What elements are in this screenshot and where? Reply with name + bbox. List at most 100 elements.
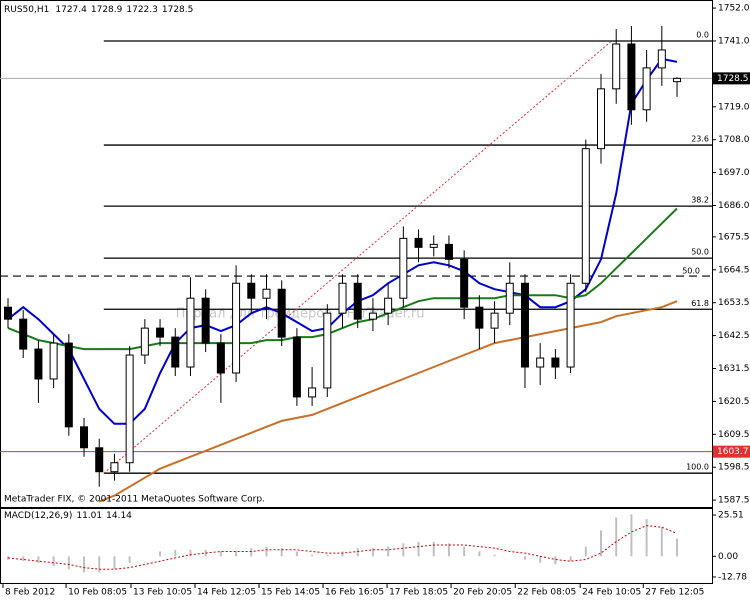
macd-bar: [235, 551, 238, 557]
chart-title: RUS50,H1: [4, 5, 49, 15]
candle-body: [95, 447, 104, 473]
chart-header: RUS50,H1 1727.4 1728.9 1722.3 1728.5: [4, 5, 193, 15]
low-value: 1722.3: [126, 5, 158, 15]
candle-body: [429, 243, 438, 248]
bid-label: 1728.5: [717, 74, 749, 84]
macd-bar: [311, 554, 314, 557]
candle-body: [490, 312, 499, 329]
candle-body: [216, 342, 225, 374]
candle-body: [64, 342, 73, 428]
candle-body: [536, 357, 545, 368]
y-tick-label: 1697.0: [718, 168, 750, 178]
macd-bar: [52, 556, 55, 567]
candle-body: [232, 282, 241, 374]
candle-body: [49, 342, 58, 380]
red-label: 1603.7: [717, 447, 749, 457]
candle-body: [125, 354, 134, 464]
macd-bar: [280, 548, 283, 557]
y-tick-label: 1631.5: [718, 364, 750, 374]
candle-body: [673, 77, 682, 83]
x-tick-label: 16 Feb 16:05: [325, 588, 384, 598]
candle-body: [80, 426, 89, 449]
x-tick-label: 24 Feb 10:05: [582, 588, 641, 598]
candle-body: [171, 336, 180, 368]
macd-bar: [219, 551, 222, 557]
candle-body: [612, 43, 621, 90]
candle-body: [581, 148, 590, 284]
candle-body: [642, 67, 651, 111]
macd-bar: [83, 556, 86, 573]
red-label-box: [713, 445, 750, 458]
x-tick-label: 22 Feb 08:05: [517, 588, 576, 598]
macd-bar: [523, 556, 526, 560]
y-tick-label: 1752.0: [718, 4, 750, 14]
candle-body: [657, 49, 666, 69]
y-tick-label: 1664.5: [718, 265, 750, 275]
y-tick-label: 1719.0: [718, 102, 750, 112]
macd-bar: [113, 556, 116, 570]
y-tick-label: 1741.0: [718, 36, 750, 46]
y-tick-label: 1598.5: [718, 463, 750, 473]
candle-body: [323, 312, 332, 389]
macd-bar: [6, 556, 9, 560]
candle-body: [19, 318, 28, 350]
high-value: 1728.9: [91, 5, 123, 15]
macd-title: MACD(12,26,9): [4, 511, 72, 521]
candle-body: [627, 43, 636, 111]
macd-bar: [676, 538, 679, 557]
macd-bar: [569, 556, 572, 562]
macd-bar: [615, 517, 618, 557]
candle-body: [292, 336, 301, 398]
y-tick-label: 25.51: [718, 511, 744, 521]
macd-bar: [463, 546, 466, 557]
macd-bar: [600, 530, 603, 557]
y-tick-label: 1587.5: [718, 496, 750, 506]
y-tick-label: 1609.5: [718, 430, 750, 440]
candle-body: [505, 282, 514, 314]
macd-bar: [265, 546, 268, 557]
candle-body: [277, 288, 286, 338]
x-tick-label: 17 Feb 18:05: [389, 588, 448, 598]
candle-body: [460, 258, 469, 308]
macd-bar: [493, 554, 496, 557]
fibo-label: 50.0: [691, 248, 709, 257]
macd-bar: [402, 543, 405, 557]
dashed-label: 50.0: [682, 267, 700, 276]
moving-average: [98, 300, 678, 503]
macd-bar: [250, 548, 253, 557]
y-tick-label: -12.78: [718, 572, 747, 582]
macd-bar: [554, 556, 557, 565]
candle-body: [201, 297, 210, 344]
y-tick-label: 1620.5: [718, 397, 750, 407]
candle-body: [551, 357, 560, 368]
macd-bar: [98, 556, 101, 573]
candle-body: [384, 297, 393, 314]
x-tick-label: 10 Feb 08:05: [68, 588, 127, 598]
y-tick-label: 1675.5: [718, 232, 750, 242]
macd-bar: [341, 551, 344, 557]
macd-bar: [356, 548, 359, 557]
candle-body: [399, 237, 408, 299]
candle-body: [353, 282, 362, 320]
macd-bar: [371, 548, 374, 557]
macd-bar: [478, 551, 481, 557]
candle-body: [597, 88, 606, 150]
macd-bar: [22, 556, 25, 562]
candle-body: [262, 288, 271, 299]
macd-bar: [660, 527, 663, 557]
copyright: MetaTrader FIX, © 2001-2011 MetaQuotes S…: [4, 495, 265, 505]
macd-bar: [174, 549, 177, 557]
candle-body: [247, 282, 256, 299]
y-tick-label: 1653.5: [718, 298, 750, 308]
candle-body: [566, 282, 575, 368]
macd-header: MACD(12,26,9) 11.01 14.14: [4, 511, 132, 521]
candle-body: [186, 297, 195, 368]
macd-bar: [128, 556, 131, 563]
candle-body: [338, 282, 347, 314]
x-tick-label: 8 Feb 2012: [5, 588, 55, 598]
macd-bar: [417, 541, 420, 557]
x-tick-label: 15 Feb 14:05: [261, 588, 320, 598]
candle-body: [34, 348, 43, 380]
